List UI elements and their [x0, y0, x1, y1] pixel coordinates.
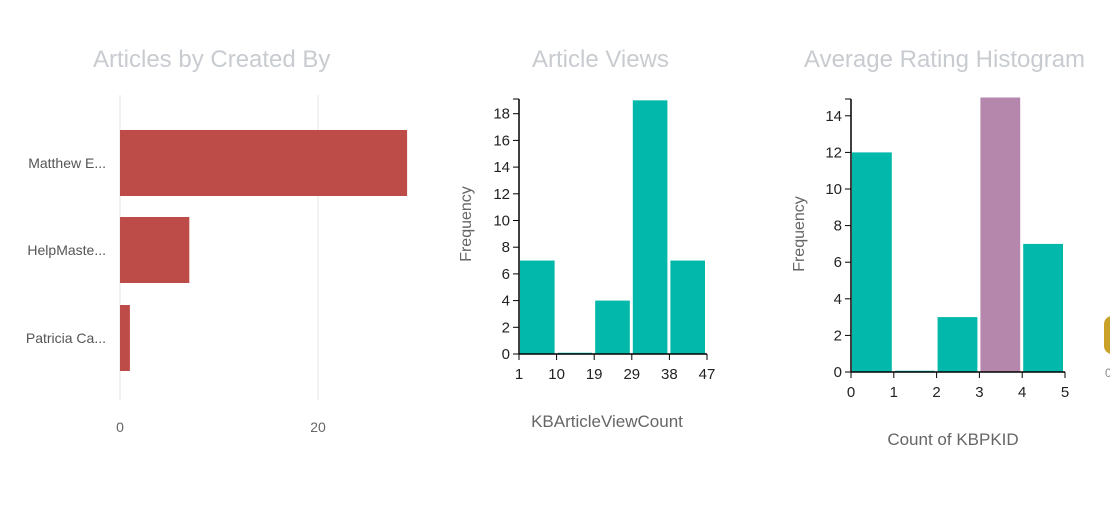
histogram-bar-4	[670, 260, 705, 354]
y-tick-label: 6	[502, 266, 510, 283]
category-label: Patricia Ca...	[26, 330, 106, 346]
y-tick-label: 6	[834, 254, 842, 271]
chart-title-created-by: Articles by Created By	[93, 46, 331, 73]
x-tick-label: 3	[975, 384, 983, 401]
x-tick-label: 47	[699, 366, 716, 383]
histogram-bar-3	[980, 97, 1021, 372]
y-axis-title: Frequency	[458, 186, 475, 262]
x-axis-title: KBArticleViewCount	[531, 412, 683, 431]
x-tick-label: 19	[586, 366, 603, 383]
histogram-bar-2	[595, 300, 630, 354]
bar-0	[120, 130, 408, 196]
chart-title-article-views: Article Views	[532, 46, 669, 73]
y-tick-label: 14	[493, 159, 510, 176]
x-tick-label: 1	[890, 384, 898, 401]
category-label: Matthew E...	[28, 155, 106, 171]
y-tick-label: 2	[834, 327, 842, 344]
y-axis-title: Frequency	[791, 196, 808, 272]
y-tick-label: 18	[493, 106, 510, 123]
y-tick-label: 16	[493, 132, 510, 149]
y-tick-label: 4	[502, 293, 510, 310]
histogram-bar-2	[937, 317, 978, 372]
x-tick-label: 1	[515, 366, 523, 383]
partial-chart-edge	[1104, 316, 1110, 354]
y-tick-label: 8	[502, 239, 510, 256]
x-tick-label: 0	[116, 419, 124, 435]
y-tick-label: 12	[493, 186, 510, 203]
y-tick-label: 10	[493, 213, 510, 230]
x-axis-title: Count of KBPKID	[887, 430, 1018, 449]
chart-title-rating-histogram: Average Rating Histogram	[804, 46, 1086, 73]
bar-1	[120, 217, 190, 283]
x-tick-label: 10	[548, 366, 565, 383]
x-tick-label: 38	[661, 366, 678, 383]
x-tick-label: 5	[1061, 384, 1069, 401]
y-tick-label: 0	[834, 364, 842, 381]
y-tick-label: 8	[834, 218, 842, 235]
histogram-bar-0	[852, 152, 892, 372]
x-tick-label: 2	[932, 384, 940, 401]
histogram-bar-4	[1023, 243, 1063, 372]
y-tick-label: 0	[502, 346, 510, 363]
bar-2	[120, 305, 130, 371]
histogram-bar-0	[520, 260, 555, 354]
histogram-bar-3	[632, 100, 668, 354]
x-tick-label: 4	[1018, 384, 1026, 401]
x-tick-label: 20	[310, 419, 326, 435]
x-tick-label: 0	[847, 384, 855, 401]
y-tick-label: 12	[825, 144, 842, 161]
y-tick-label: 2	[502, 319, 510, 336]
y-tick-label: 4	[834, 291, 842, 308]
x-tick-label: 29	[623, 366, 640, 383]
y-tick-label: 14	[825, 108, 842, 125]
y-tick-label: 10	[825, 181, 842, 198]
category-label: HelpMaste...	[27, 242, 106, 258]
partial-chart-tick: 0	[1105, 366, 1110, 380]
